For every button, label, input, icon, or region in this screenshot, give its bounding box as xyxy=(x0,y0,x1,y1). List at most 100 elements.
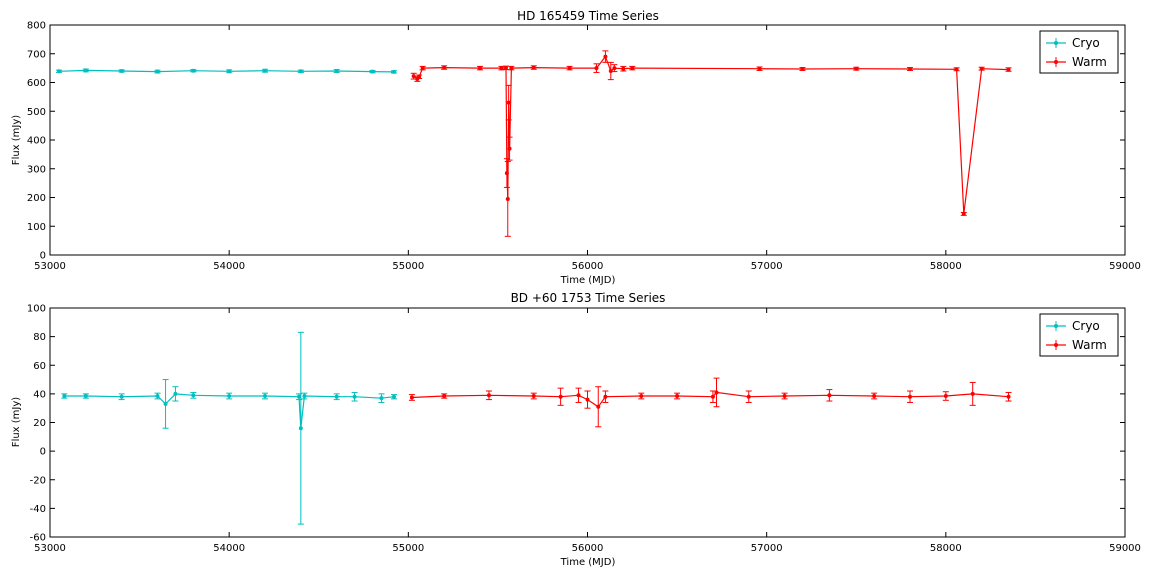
legend-label: Cryo xyxy=(1072,36,1100,50)
plot-area xyxy=(49,24,1126,256)
y-tick-label: 60 xyxy=(33,361,46,372)
subplot-title: HD 165459 Time Series xyxy=(517,9,659,23)
data-point xyxy=(417,74,422,79)
data-point xyxy=(478,66,482,71)
data-point xyxy=(608,69,613,73)
x-tick-label: 53000 xyxy=(34,261,66,272)
data-point xyxy=(503,65,508,70)
data-point xyxy=(675,394,680,399)
x-tick-label: 57000 xyxy=(751,261,783,272)
legend-box xyxy=(1039,313,1119,357)
series-line xyxy=(411,391,1009,408)
data-point xyxy=(155,69,160,74)
y-tick-label: 700 xyxy=(27,49,46,60)
series-line xyxy=(64,393,395,429)
data-point xyxy=(594,66,599,71)
data-point xyxy=(334,394,339,399)
y-tick-label: 400 xyxy=(27,136,46,147)
data-point xyxy=(603,394,608,399)
data-point xyxy=(970,391,975,396)
y-tick-label: 100 xyxy=(27,222,46,233)
x-tick-label: 59000 xyxy=(1109,543,1141,554)
y-tick-label: -40 xyxy=(30,504,46,515)
series-line xyxy=(413,55,1009,214)
subplot-hd-165459: HD 165459 Time Series 53000 54000 55000 560… xyxy=(11,9,1141,286)
x-tick-label: 56000 xyxy=(572,261,604,272)
x-tick-label: 58000 xyxy=(930,261,962,272)
data-point xyxy=(227,69,232,74)
data-point xyxy=(531,394,536,399)
data-point xyxy=(800,66,805,71)
x-axis-label: Time (MJD) xyxy=(560,557,616,568)
x-tick-label: 55000 xyxy=(392,543,424,554)
y-tick-label: 20 xyxy=(33,418,46,429)
subplot-bd-60-1753: BD +60 1753 Time Series 53000 54000 55000 5… xyxy=(11,291,1141,568)
x-tick-label: 54000 xyxy=(213,261,245,272)
y-tick-label: 40 xyxy=(33,389,46,400)
data-point xyxy=(710,394,715,399)
data-point xyxy=(603,54,608,59)
data-point xyxy=(442,65,447,70)
data-point xyxy=(191,393,196,398)
plot-area xyxy=(49,307,1126,538)
data-point xyxy=(1006,67,1011,72)
y-tick-label: 100 xyxy=(27,304,46,315)
x-axis-label: Time (MJD) xyxy=(560,275,616,286)
data-point xyxy=(83,394,88,399)
y-tick-label: 0 xyxy=(40,447,46,458)
data-point xyxy=(505,196,510,201)
data-point xyxy=(442,394,447,399)
data-point xyxy=(227,394,232,399)
data-point xyxy=(507,146,512,151)
data-point xyxy=(173,391,178,396)
subplot-title: BD +60 1753 Time Series xyxy=(511,291,666,305)
legend-box xyxy=(1039,30,1119,74)
data-point xyxy=(531,65,536,70)
y-tick-label: -60 xyxy=(30,533,46,544)
data-point xyxy=(567,66,572,71)
x-tick-label: 55000 xyxy=(392,261,424,272)
x-tick-label: 54000 xyxy=(213,543,245,554)
data-point xyxy=(1006,394,1011,399)
data-point xyxy=(499,66,504,71)
x-tick-label: 53000 xyxy=(34,543,66,554)
data-point xyxy=(596,404,601,409)
x-tick-label: 59000 xyxy=(1109,261,1141,272)
data-point xyxy=(163,401,168,406)
y-tick-label: 200 xyxy=(27,193,46,204)
legend-label: Warm xyxy=(1072,338,1107,352)
data-point xyxy=(370,69,375,74)
data-point xyxy=(411,74,416,79)
legend-marker xyxy=(1054,324,1058,328)
data-point xyxy=(486,393,491,398)
data-point xyxy=(263,68,267,73)
data-point xyxy=(62,394,67,399)
data-point xyxy=(379,396,384,401)
legend-label: Cryo xyxy=(1072,319,1100,333)
series-cryo xyxy=(55,68,397,74)
data-point xyxy=(297,394,302,399)
data-point xyxy=(298,426,303,431)
data-point xyxy=(854,66,859,71)
series-cryo xyxy=(61,331,397,525)
data-point xyxy=(612,66,617,71)
data-point xyxy=(639,394,644,399)
series-line xyxy=(58,69,395,73)
data-point xyxy=(119,394,124,399)
y-tick-label: 800 xyxy=(27,21,46,32)
y-tick-label: 0 xyxy=(40,251,46,262)
x-tick-label: 57000 xyxy=(751,543,783,554)
legend: Cryo Warm xyxy=(1039,313,1119,357)
legend-marker xyxy=(1054,343,1058,347)
legend-label: Warm xyxy=(1072,55,1107,69)
data-point xyxy=(409,395,414,400)
data-point xyxy=(954,67,959,72)
data-point xyxy=(392,394,396,399)
y-axis-label: Flux (mJy) xyxy=(11,115,22,165)
data-point xyxy=(298,69,303,74)
legend: Cryo Warm xyxy=(1039,30,1119,74)
data-point xyxy=(509,66,514,71)
y-axis-label: Flux (mJy) xyxy=(11,397,22,447)
series-warm xyxy=(408,377,1012,428)
